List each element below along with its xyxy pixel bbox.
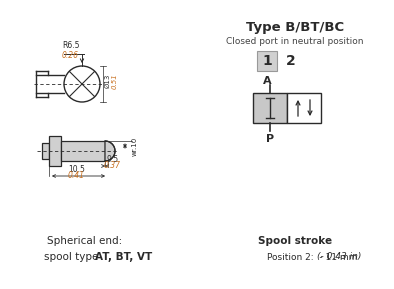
Text: spool type: spool type xyxy=(44,252,102,262)
Text: 2: 2 xyxy=(286,54,296,68)
Text: Spherical end:: Spherical end: xyxy=(47,236,123,246)
Bar xyxy=(257,51,277,71)
Text: AT, BT, VT: AT, BT, VT xyxy=(95,252,152,262)
Text: P: P xyxy=(266,134,274,144)
Text: Type B/BT/BC: Type B/BT/BC xyxy=(246,21,344,34)
Text: 0.41: 0.41 xyxy=(68,171,85,179)
Text: 0.51: 0.51 xyxy=(112,73,118,89)
Text: Ø13: Ø13 xyxy=(105,74,111,88)
Text: 10.5: 10.5 xyxy=(68,164,85,173)
Bar xyxy=(253,93,287,123)
Text: Closed port in neutral position: Closed port in neutral position xyxy=(226,38,364,47)
Text: 9.5: 9.5 xyxy=(106,155,119,164)
Text: A: A xyxy=(263,76,271,86)
Text: 1: 1 xyxy=(262,54,272,68)
Bar xyxy=(287,93,321,123)
Bar xyxy=(61,141,105,161)
Text: R6.5: R6.5 xyxy=(62,42,80,51)
Polygon shape xyxy=(105,141,115,161)
Text: Position 2:  - 11 mm: Position 2: - 11 mm xyxy=(267,253,360,262)
Bar xyxy=(42,143,49,159)
Bar xyxy=(49,136,61,166)
Text: Spool stroke: Spool stroke xyxy=(258,236,332,246)
Text: (- 0.43 in): (- 0.43 in) xyxy=(317,253,361,262)
Text: 0.26: 0.26 xyxy=(62,51,79,60)
Text: wr.10: wr.10 xyxy=(132,136,138,155)
Text: 0.37: 0.37 xyxy=(104,160,121,170)
